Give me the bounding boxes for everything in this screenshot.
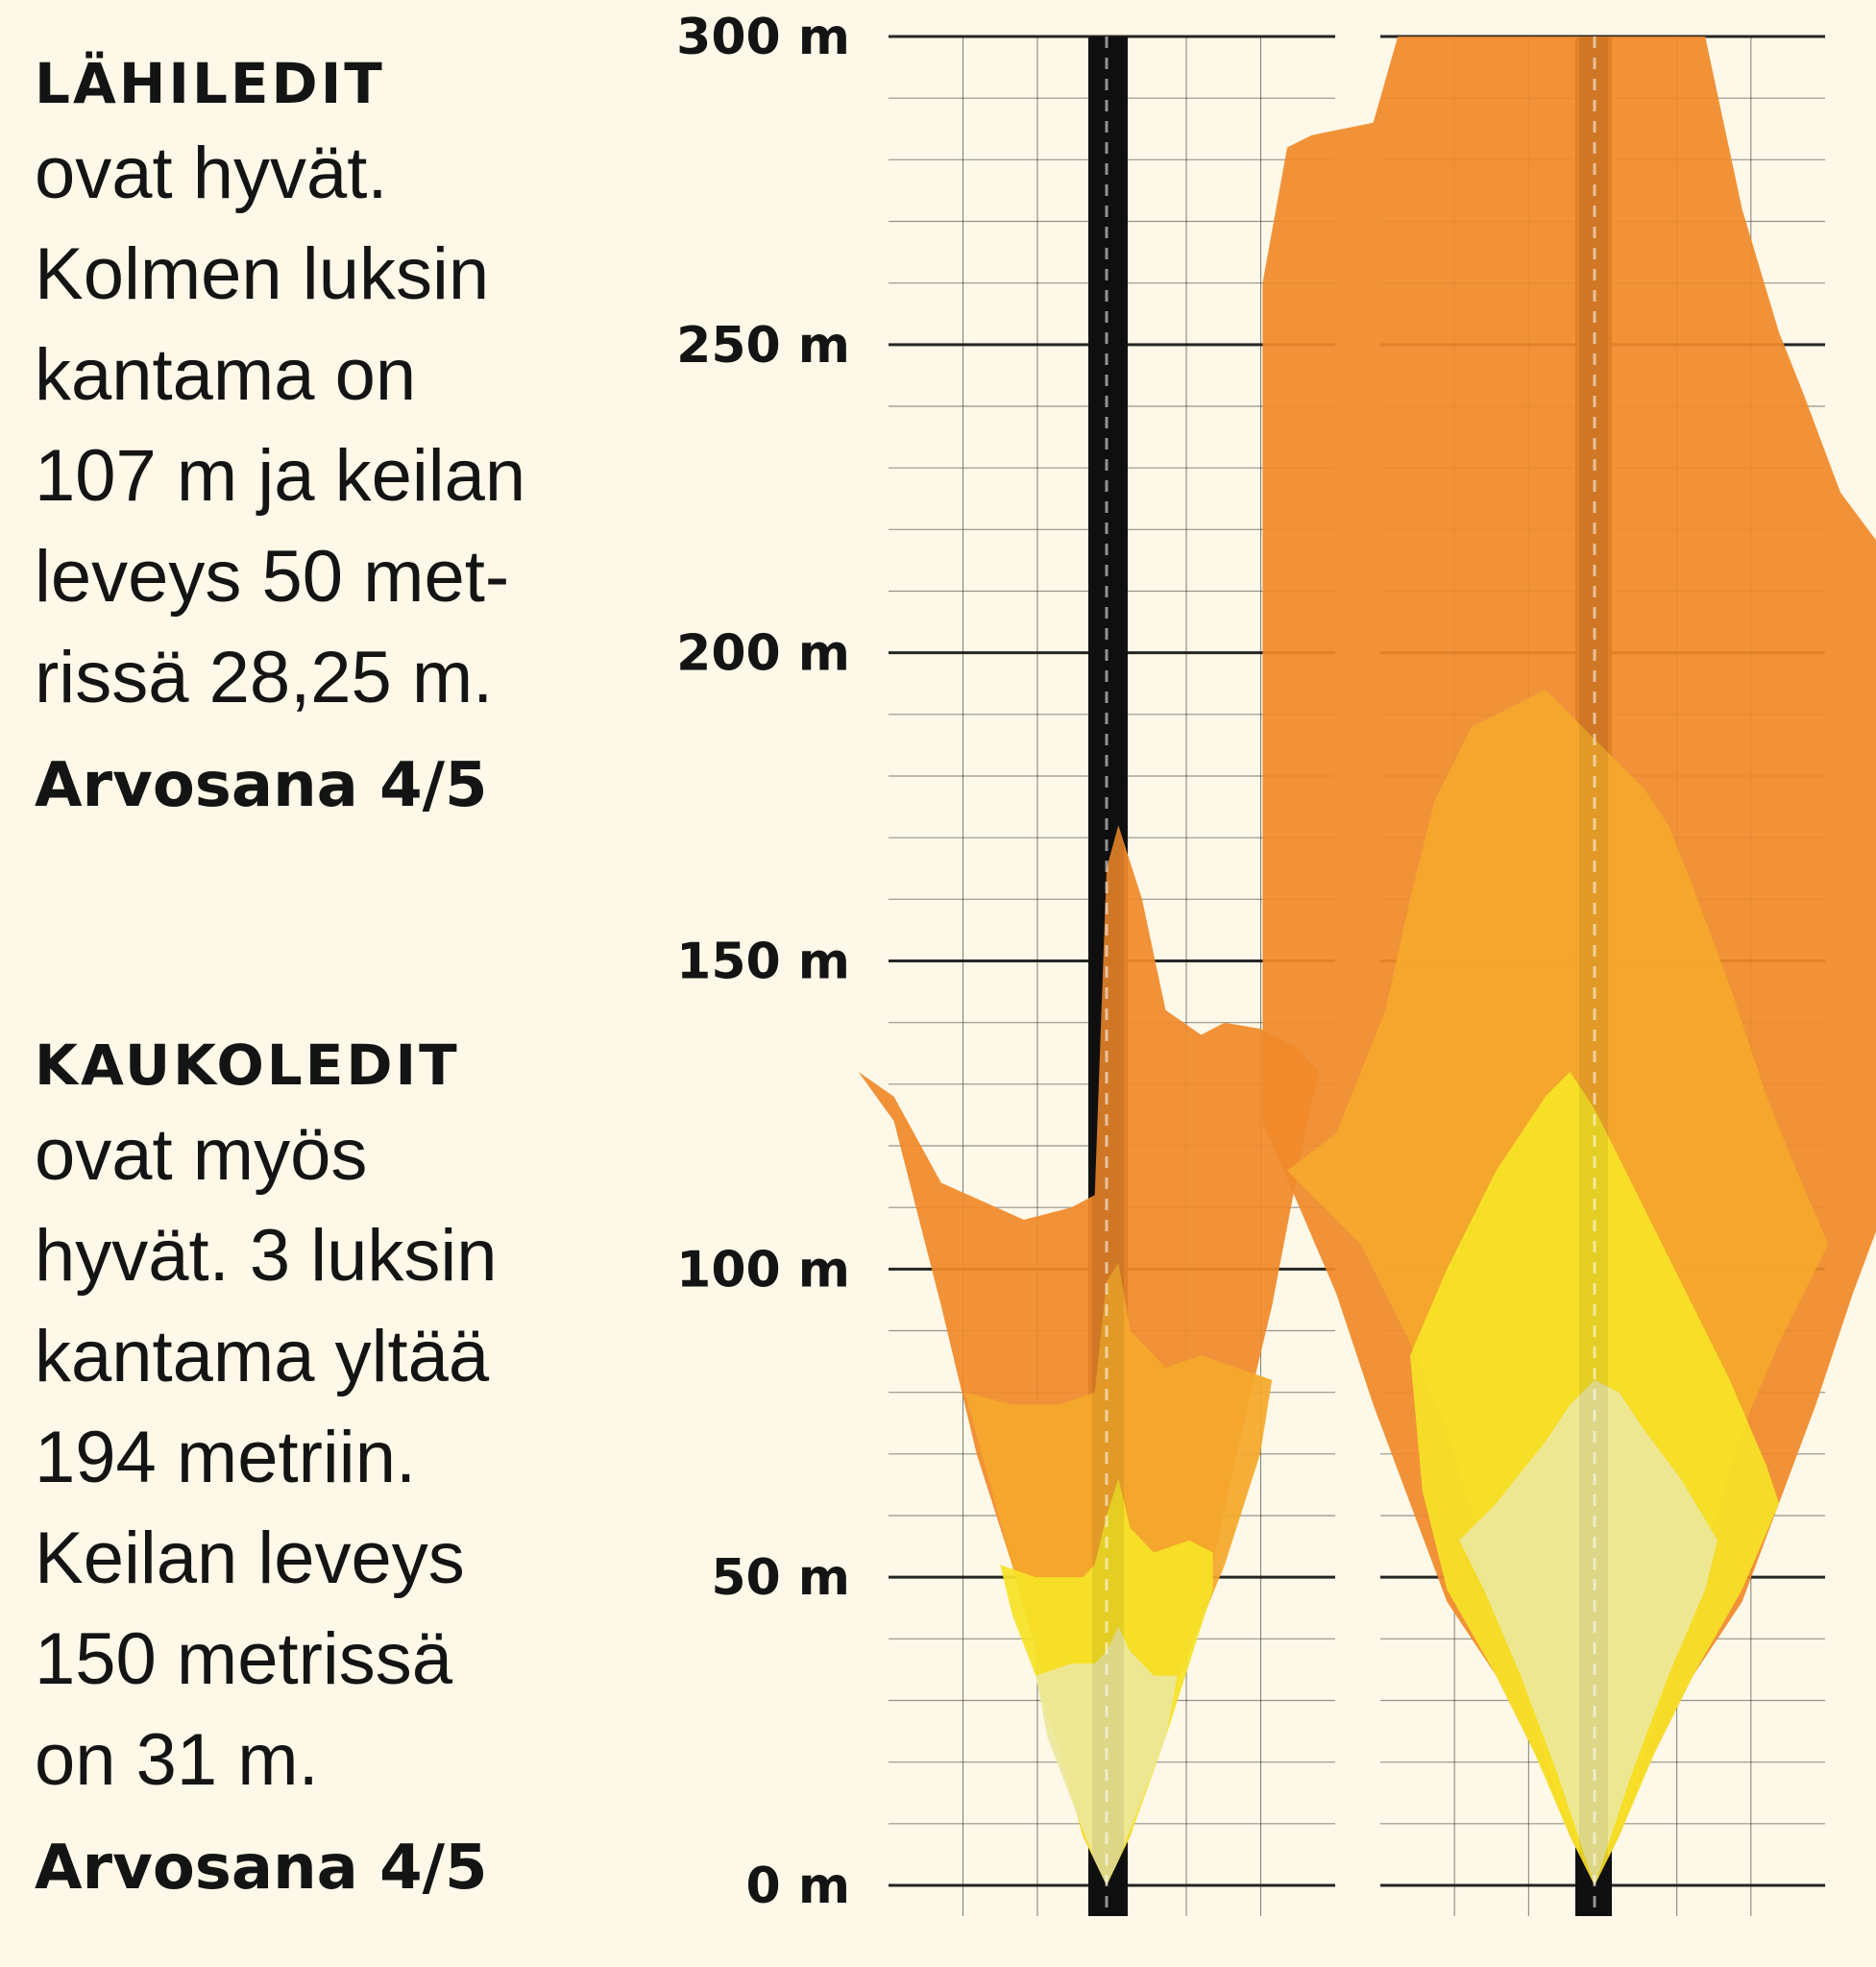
y-tick-label: 200 m — [676, 625, 850, 683]
near-leds-description: ovat hyvät. Kolmen luksin kantama on 107… — [35, 123, 611, 728]
beam-contour-level-4-kaukoledit — [1459, 1379, 1718, 1885]
far-leds-line: 150 metrissä — [35, 1618, 453, 1700]
beam-contour-level-1-lähiledit — [858, 825, 1320, 1885]
y-tick-label: 100 m — [676, 1241, 850, 1299]
far-leds-grade: Arvosana 4/5 — [35, 1833, 488, 1904]
far-leds-line: Keilan leveys — [35, 1518, 465, 1599]
far-leds-line: hyvät. 3 luksin — [35, 1215, 498, 1297]
near-leds-heading: LÄHILEDIT — [35, 51, 385, 116]
near-leds-line: leveys 50 met- — [35, 536, 510, 618]
far-leds-line: 194 metriin. — [35, 1417, 417, 1498]
near-leds-line: ovat hyvät. — [35, 133, 388, 214]
far-leds-block: KAUKOLEDIT ovat myös hyvät. 3 luksin kan… — [35, 1037, 611, 1899]
y-tick-label: 250 m — [676, 317, 850, 375]
far-leds-line: on 31 m. — [35, 1719, 319, 1801]
near-leds-grade: Arvosana 4/5 — [35, 750, 488, 821]
y-tick-label: 50 m — [711, 1549, 850, 1607]
near-leds-line: kantama on — [35, 334, 417, 416]
near-leds-line: 107 m ja keilan — [35, 435, 526, 517]
y-tick-label: 150 m — [676, 934, 850, 991]
y-tick-label: 300 m — [676, 9, 850, 66]
y-tick-label: 0 m — [746, 1858, 850, 1915]
near-leds-block: LÄHILEDIT ovat hyvät. Kolmen luksin kant… — [35, 56, 611, 816]
far-leds-heading: KAUKOLEDIT — [35, 1032, 460, 1098]
near-leds-line: Kolmen luksin — [35, 233, 490, 315]
near-leds-line: rissä 28,25 m. — [35, 637, 494, 718]
far-leds-line: ovat myös — [35, 1114, 368, 1196]
far-leds-description: ovat myös hyvät. 3 luksin kantama yltää … — [35, 1105, 611, 1810]
far-leds-line: kantama yltää — [35, 1316, 490, 1397]
